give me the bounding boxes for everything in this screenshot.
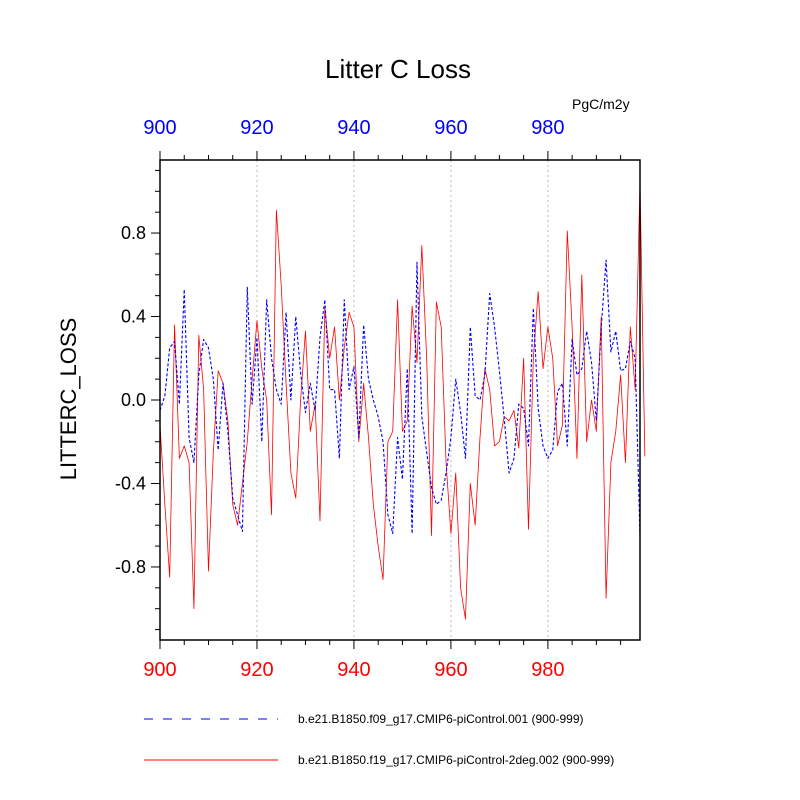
x-tick-label-bottom: 900	[143, 659, 176, 681]
y-tick-label: 0.4	[121, 307, 146, 327]
plot-frame	[159, 159, 641, 641]
x-tick-label-top: 960	[434, 117, 467, 139]
x-tick-label-bottom: 940	[337, 659, 370, 681]
y-tick-label: -0.4	[115, 473, 146, 493]
legend-label: b.e21.B1850.f19_g17.CMIP6-piControl-2deg…	[298, 753, 614, 767]
x-tick-label-bottom: 960	[434, 659, 467, 681]
x-tick-label-top: 900	[143, 117, 176, 139]
y-axis-label: LITTERC_LOSS	[56, 318, 81, 481]
x-tick-label-top: 940	[337, 117, 370, 139]
series-line-f09	[159, 259, 641, 536]
tick-labels: 900 900 920 920 940 940 960 960 980 980 -0.8 -0.4 0.…	[115, 117, 565, 681]
series-line-f19	[159, 182, 646, 620]
y-tick-label: -0.8	[115, 557, 146, 577]
x-tick-label-bottom: 980	[531, 659, 564, 681]
grid-lines	[256, 160, 549, 640]
x-tick-label-top: 920	[240, 117, 273, 139]
series-lines	[159, 182, 646, 620]
legend: b.e21.B1850.f09_g17.CMIP6-piControl.001 …	[144, 712, 614, 767]
chart-title: Litter C Loss	[325, 54, 471, 84]
units-label: PgC/m2y	[572, 96, 630, 112]
legend-label: b.e21.B1850.f09_g17.CMIP6-piControl.001 …	[298, 712, 584, 726]
y-tick-label: 0.0	[121, 390, 146, 410]
axis-ticks	[151, 151, 622, 649]
y-tick-label: 0.8	[121, 223, 146, 243]
x-tick-label-top: 980	[531, 117, 564, 139]
x-tick-label-bottom: 920	[240, 659, 273, 681]
